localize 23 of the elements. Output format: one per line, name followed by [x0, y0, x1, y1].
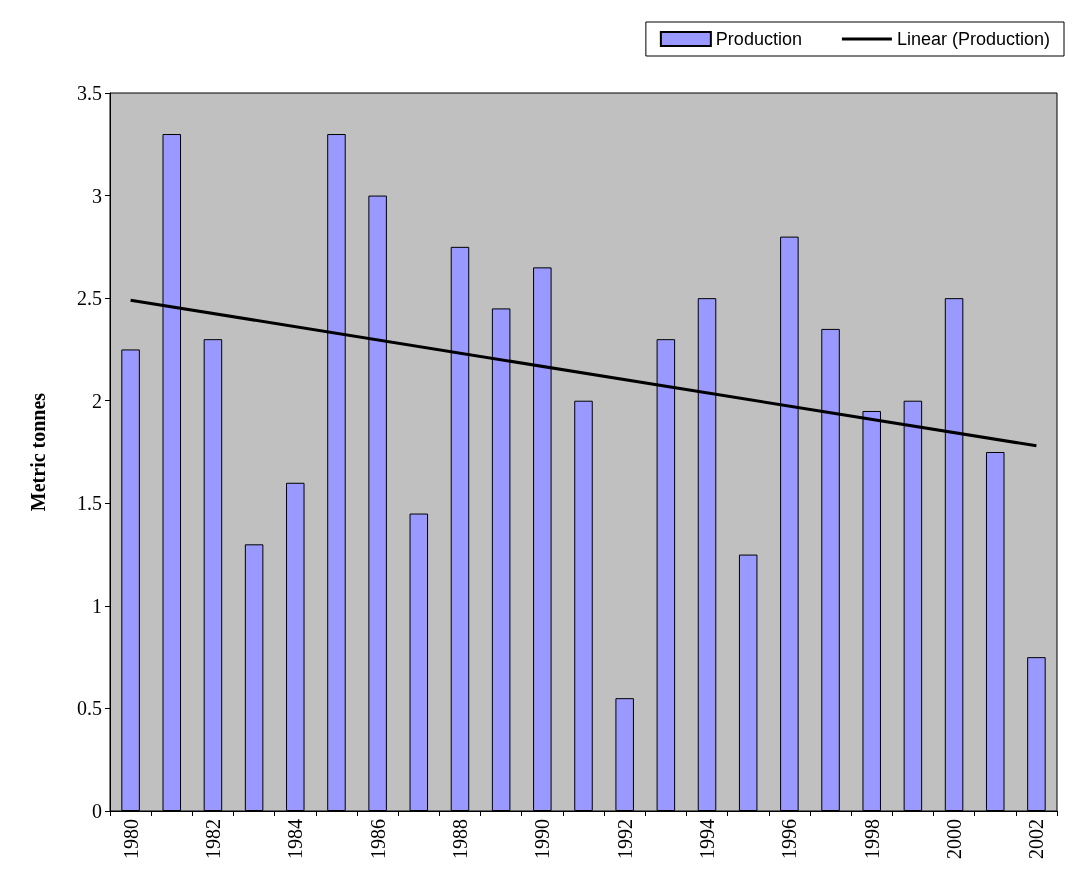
x-tick-label: 1992: [613, 819, 636, 859]
y-tick-label: 2: [92, 389, 102, 412]
y-tick-label: 1.5: [77, 492, 102, 515]
y-tick-label: 3: [92, 184, 102, 207]
x-tick-label: 1988: [448, 819, 471, 859]
x-tick-label: 1982: [201, 819, 224, 859]
x-tick-label: 1980: [119, 819, 142, 859]
x-tick-label: 1996: [778, 819, 801, 859]
x-tick-label: 1986: [366, 819, 389, 859]
y-tick-label: 0: [92, 800, 102, 822]
x-tick-label: 1990: [531, 819, 554, 859]
y-tick-label: 1: [92, 594, 102, 617]
y-tick-label: 3.5: [77, 82, 102, 104]
x-tick-label: 1984: [284, 819, 307, 859]
legend-label: Linear (Production): [896, 29, 1051, 49]
x-tick-label: 1998: [860, 819, 883, 859]
y-tick-label: 2.5: [77, 287, 102, 310]
x-tick-label: 2000: [943, 819, 966, 859]
legend-label: Production: [715, 29, 802, 49]
x-tick-label: 2002: [1025, 819, 1048, 859]
y-axis-title: Metric tonnes: [27, 392, 49, 512]
y-tick-label: 0.5: [77, 697, 102, 720]
x-tick-label: 1994: [696, 819, 719, 859]
